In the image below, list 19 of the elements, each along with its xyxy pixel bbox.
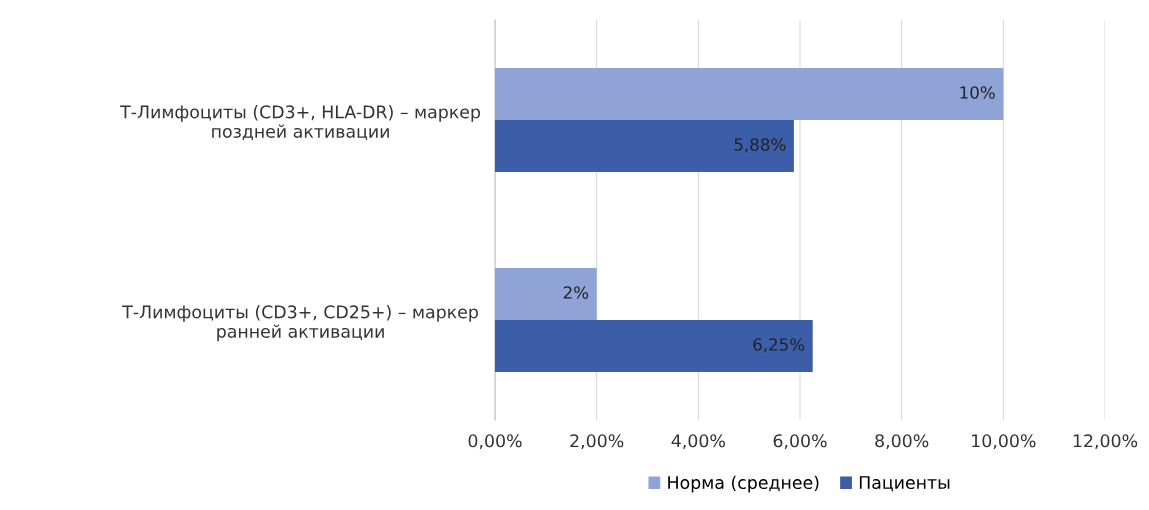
x-tick-label: 6,00% xyxy=(773,434,827,450)
data-label: 5,88% xyxy=(734,138,786,153)
bar xyxy=(495,268,597,320)
data-label: 2% xyxy=(563,286,589,299)
x-tick-label: 4,00% xyxy=(671,434,725,450)
x-tick-label: 8,00% xyxy=(875,434,929,450)
x-tick-label: 12,00% xyxy=(1073,434,1138,450)
x-tick-label: 10,00% xyxy=(972,434,1036,450)
y-tick-label: Т-Лимфоциты (CD3+, HLA-DR) – маркер поздней активации xyxy=(120,105,481,141)
legend-label: Норма (среднее) xyxy=(668,475,819,493)
legend-label: Пациенты xyxy=(859,476,950,492)
data-label: 6,25% xyxy=(753,338,805,353)
x-tick-label: 2,00% xyxy=(570,434,624,450)
bar xyxy=(495,320,813,372)
data-label: 10% xyxy=(960,86,995,99)
bar xyxy=(495,68,1004,120)
y-tick-label: Т-Лимфоциты (CD3+, CD25+) – маркер ранней активации xyxy=(122,305,478,342)
x-tick-label: 0,00% xyxy=(468,434,522,450)
bar xyxy=(495,120,794,172)
